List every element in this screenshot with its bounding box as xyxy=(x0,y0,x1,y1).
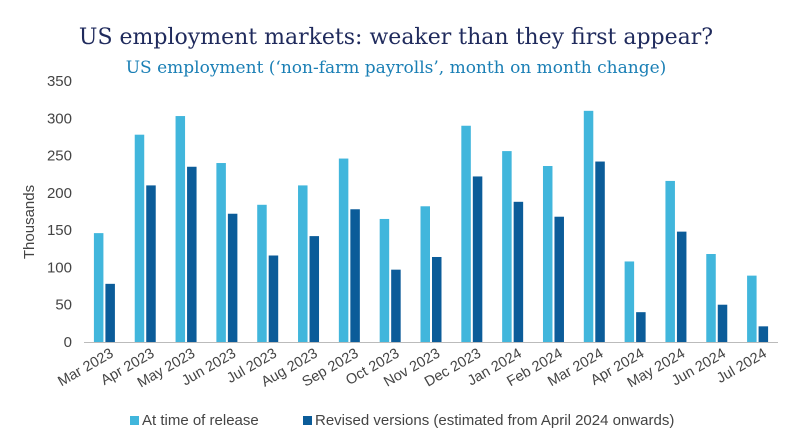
bar-revised xyxy=(758,326,769,342)
bar-release xyxy=(379,218,390,342)
bars xyxy=(93,110,769,342)
y-tick-label: 50 xyxy=(55,297,72,314)
bar-release xyxy=(706,254,716,342)
legend: At time of release Revised versions (esti… xyxy=(130,412,674,429)
bar-release xyxy=(461,125,471,342)
bar-release xyxy=(216,163,226,342)
bar-revised xyxy=(391,269,401,342)
y-tick-label: 200 xyxy=(47,185,72,202)
bar-release xyxy=(175,116,186,342)
y-axis-label: Thousands xyxy=(21,185,38,259)
bar-revised xyxy=(554,216,564,342)
bar-revised xyxy=(717,304,728,342)
bar-release xyxy=(747,275,757,342)
bar-revised xyxy=(636,312,646,342)
bar-release xyxy=(665,180,675,342)
bar-release xyxy=(298,185,308,342)
y-tick-label: 150 xyxy=(47,222,72,239)
bar-revised xyxy=(105,283,115,342)
y-tick-label: 250 xyxy=(47,148,72,165)
bar-revised xyxy=(146,185,156,342)
bar-release xyxy=(257,204,267,342)
bar-revised xyxy=(472,176,483,342)
y-axis: 0 50 100 150 200 250 300 350 xyxy=(47,73,72,351)
y-tick-label: 100 xyxy=(47,259,72,276)
bar-release xyxy=(420,206,430,342)
bar-release xyxy=(134,134,145,342)
bar-release xyxy=(542,166,553,342)
bar-revised xyxy=(350,209,360,342)
y-tick-label: 300 xyxy=(47,110,72,127)
bar-revised xyxy=(676,231,687,342)
legend-entry: Revised versions (estimated from April 2… xyxy=(315,412,674,429)
bar-revised xyxy=(432,256,442,342)
bar-revised xyxy=(309,236,320,342)
bar-revised xyxy=(513,201,524,342)
bar-release xyxy=(338,158,349,342)
bar-revised xyxy=(595,161,605,342)
chart-title: US employment markets: weaker than they … xyxy=(79,25,713,50)
bar-release xyxy=(624,261,635,342)
y-tick-label: 350 xyxy=(47,73,72,90)
chart-subtitle: US employment (‘non-farm payrolls’, mont… xyxy=(126,58,667,78)
legend-swatch xyxy=(130,416,139,425)
y-tick-label: 0 xyxy=(64,334,72,351)
bar-release xyxy=(502,151,512,342)
bar-revised xyxy=(227,213,238,342)
legend-swatch xyxy=(303,416,312,425)
bar-revised xyxy=(187,166,197,342)
bar-release xyxy=(93,233,104,342)
legend-entry: At time of release xyxy=(142,412,259,429)
bar-revised xyxy=(268,255,279,342)
bar-release xyxy=(583,110,594,342)
